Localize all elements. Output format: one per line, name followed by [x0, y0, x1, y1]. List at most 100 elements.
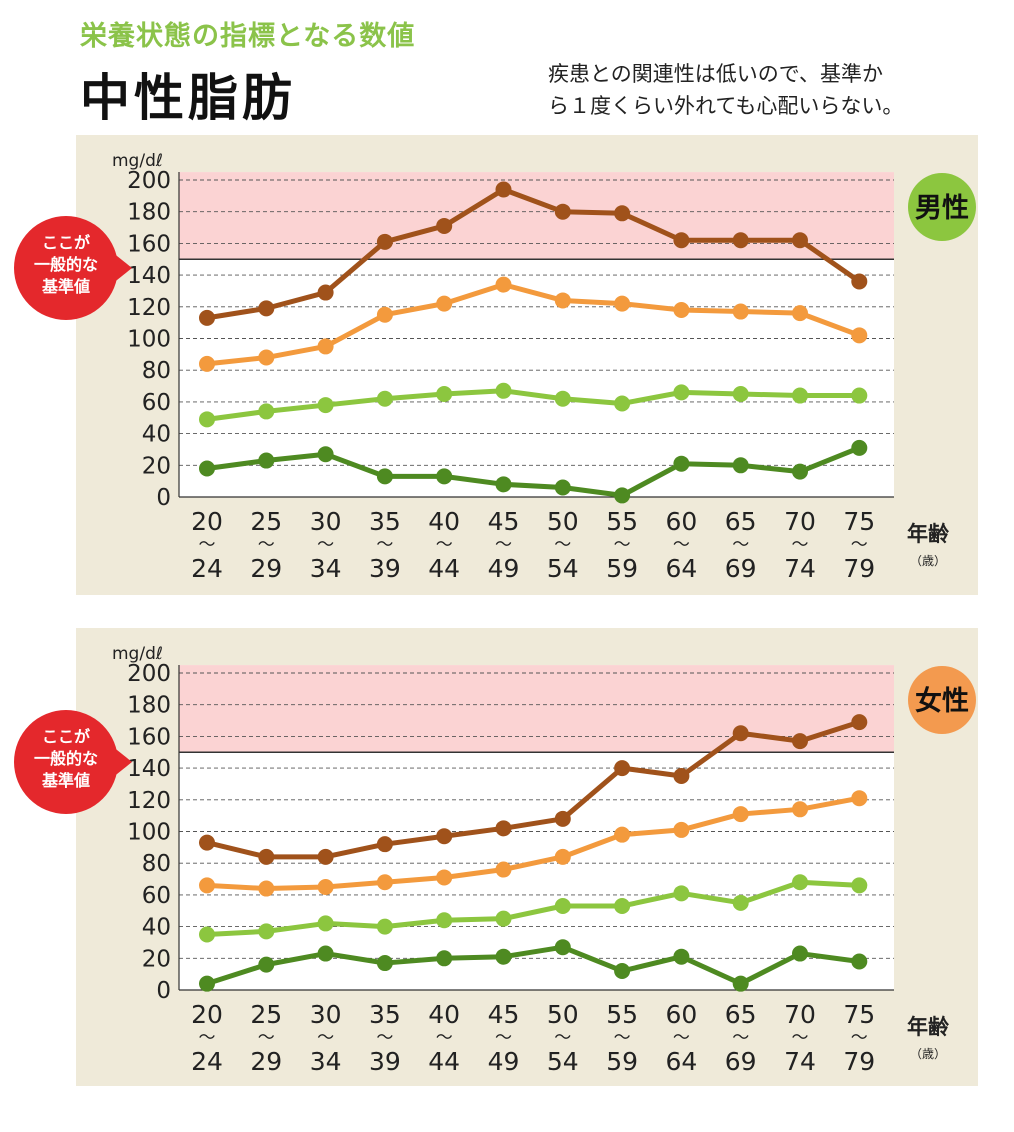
x-axis-unit: （歳）	[910, 1047, 946, 1061]
data-point	[436, 217, 453, 234]
female-chart-panel: 0 20 40 60 80 100 120 140 160 180 200 mg/dℓ 20 〜 24 25 〜…	[76, 628, 978, 1086]
data-point	[673, 232, 690, 249]
page-title: 中性脂肪	[80, 69, 296, 127]
x-tick-label-end: 39	[369, 554, 401, 583]
data-point	[851, 327, 868, 344]
data-point	[792, 232, 808, 249]
x-tick-label-start: 25	[250, 1000, 282, 1029]
y-tick-label: 60	[142, 883, 171, 909]
x-tick-label-end: 59	[606, 1047, 638, 1076]
x-tick-tilde: 〜	[554, 1028, 571, 1048]
data-point	[614, 962, 631, 979]
callout-text: ここが	[42, 233, 90, 252]
data-point	[614, 487, 631, 504]
data-point	[495, 382, 512, 399]
data-point	[199, 309, 215, 326]
data-point	[376, 468, 393, 485]
data-point	[258, 848, 275, 865]
data-point	[554, 292, 571, 309]
y-tick-label: 80	[142, 358, 171, 384]
data-point	[436, 468, 453, 485]
x-tick-label-start: 50	[547, 507, 579, 536]
x-tick-label-start: 20	[191, 507, 223, 536]
x-tick-label-start: 75	[843, 1000, 875, 1029]
data-point	[258, 956, 275, 973]
badge-label: 女性	[915, 685, 969, 717]
x-tick-label-start: 20	[191, 1000, 223, 1029]
data-point	[554, 390, 571, 407]
series-line	[206, 445, 861, 498]
male-line-chart: 020406080100120140160180200mg/dℓ20〜2425〜…	[112, 151, 976, 583]
x-tick-label-end: 34	[310, 1047, 342, 1076]
reference-band	[179, 172, 894, 260]
x-tick-tilde: 〜	[495, 535, 512, 555]
x-tick-label-end: 39	[369, 1047, 401, 1076]
data-point	[436, 828, 453, 845]
x-tick-label-start: 55	[606, 1000, 638, 1029]
y-tick-label: 160	[127, 724, 171, 750]
x-tick-label-start: 45	[488, 1000, 520, 1029]
data-point	[673, 768, 690, 785]
x-tick-label-start: 35	[369, 507, 401, 536]
x-tick-label-end: 59	[606, 554, 638, 583]
x-tick-label-end: 69	[725, 554, 757, 583]
y-tick-label: 0	[156, 485, 171, 511]
x-tick-tilde: 〜	[495, 1028, 512, 1048]
data-point	[436, 912, 453, 929]
x-axis-unit: （歳）	[910, 554, 946, 568]
x-tick-tilde: 〜	[614, 535, 631, 555]
data-point	[199, 411, 215, 428]
page-subtitle: 栄養状態の指標となる数値	[80, 21, 416, 52]
data-point	[199, 355, 215, 372]
data-point	[495, 820, 512, 837]
male-badge	[908, 173, 976, 241]
x-tick-label-end: 29	[250, 1047, 282, 1076]
x-tick-label-end: 74	[784, 554, 816, 583]
data-point	[258, 923, 275, 940]
data-point	[673, 301, 690, 318]
y-tick-label: 160	[127, 231, 171, 257]
x-tick-label-start: 70	[784, 507, 816, 536]
data-point	[376, 955, 393, 972]
data-point	[317, 878, 334, 895]
y-unit-label: mg/dℓ	[112, 151, 163, 171]
series-line	[206, 879, 860, 938]
x-tick-label-end: 44	[428, 1047, 460, 1076]
y-tick-label: 100	[127, 327, 171, 353]
data-point	[495, 910, 512, 927]
data-point	[436, 295, 453, 312]
y-tick-label: 20	[142, 946, 171, 972]
data-point	[792, 801, 808, 818]
callout-text: 基準値	[41, 771, 90, 790]
y-unit-label: mg/dℓ	[112, 644, 163, 664]
data-point	[673, 948, 690, 965]
data-point	[673, 821, 690, 838]
data-point	[673, 455, 690, 472]
x-tick-tilde: 〜	[673, 535, 690, 555]
y-tick-label: 200	[127, 168, 171, 194]
data-point	[554, 848, 571, 865]
data-point	[199, 460, 215, 477]
data-point	[614, 826, 631, 843]
data-point	[495, 948, 512, 965]
x-tick-tilde: 〜	[317, 1028, 334, 1048]
data-point	[436, 385, 453, 402]
data-point	[317, 915, 334, 932]
x-tick-label-start: 30	[310, 507, 342, 536]
x-tick-label-end: 24	[191, 1047, 223, 1076]
data-point	[317, 945, 334, 962]
data-point	[376, 233, 393, 250]
callout-pointer	[112, 746, 132, 778]
data-point	[495, 276, 512, 293]
data-point	[851, 877, 868, 894]
data-point	[792, 874, 808, 891]
data-point	[376, 836, 393, 853]
data-point	[376, 918, 393, 935]
x-tick-tilde: 〜	[436, 1028, 453, 1048]
data-point	[673, 384, 690, 401]
data-point	[317, 848, 334, 865]
female-badge	[908, 666, 976, 734]
data-point	[673, 885, 690, 902]
data-point	[851, 953, 868, 970]
data-point	[199, 975, 215, 992]
